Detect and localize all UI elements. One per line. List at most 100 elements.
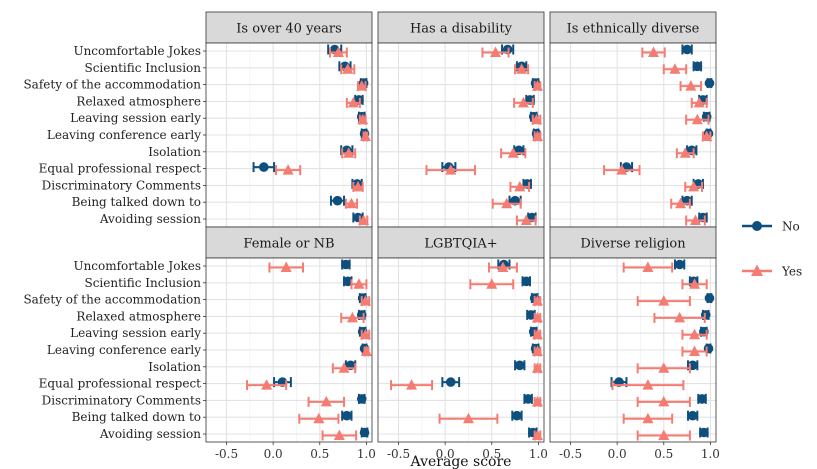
data-point-yes [531,362,543,373]
data-point-no [692,61,703,72]
data-point-yes [642,379,654,390]
data-point-yes [688,180,700,192]
data-point-yes [674,311,686,323]
data-point-no [332,195,343,206]
category-label: Leaving conference early [47,343,201,357]
data-point-yes [342,63,354,74]
category-label: Safety of the accommodation [23,293,201,307]
data-point-yes [514,180,526,192]
category-label: Being talked down to [72,410,201,424]
data-point-yes [642,412,654,424]
data-point-yes [333,429,345,440]
data-point-no [356,394,367,404]
data-point-yes [338,362,350,373]
panel: Has a disability [377,11,545,228]
data-point-yes [280,261,292,272]
data-point-yes [490,46,502,57]
data-point-no [445,377,456,387]
category-label: Leaving conference early [47,128,201,142]
data-point-yes [345,197,357,209]
data-point-no [359,427,370,438]
panel-title: Has a disability [410,22,513,37]
data-point-no [697,394,707,404]
x-tick-label: 0.5 [482,447,501,461]
panel-title: LGBTQIA+ [424,237,497,252]
data-point-yes [658,429,670,440]
legend-key-circle [752,221,762,231]
panel-title: Is over 40 years [236,22,342,37]
data-point-yes [313,412,325,424]
data-point-yes [507,147,519,158]
data-point-yes [282,164,294,175]
panel-strip [377,11,545,44]
data-point-yes [531,295,543,306]
panel-title: Female or NB [243,237,334,252]
panel-grid: Is over 40 years Has a disability Is ethni… [205,11,720,461]
data-point-yes [356,80,368,91]
panel-border [549,257,717,443]
data-point-no [342,276,353,287]
data-point-yes [531,429,543,440]
x-tick-label: 1.0 [701,447,720,461]
category-label: Uncomfortable Jokes [73,259,201,273]
data-point-yes [353,278,365,289]
data-point-yes [406,379,418,390]
category-label: Discriminatory Comments [42,178,201,192]
data-point-no [674,259,685,270]
data-point-yes [486,278,498,289]
data-point-yes [357,113,369,125]
x-tick-label: 1.0 [529,447,548,461]
panel-strip [377,226,545,259]
panel: Is ethnically diverse [549,11,717,228]
data-point-yes [531,311,543,323]
category-label: Discriminatory Comments [42,393,201,407]
data-point-yes [462,412,474,424]
panel-strip [205,11,373,44]
legend-label: No [782,220,800,234]
data-point-no [521,276,532,287]
data-point-yes [501,197,513,209]
data-point-yes [679,147,691,158]
data-point-yes [642,261,654,272]
legend-item: No [742,220,800,234]
panel-strip [549,11,717,44]
data-point-yes [360,345,372,356]
data-point-no [687,410,698,421]
x-tick-label: -0.5 [559,447,582,461]
data-point-yes [347,96,359,108]
data-point-no [704,78,715,88]
category-label: Uncomfortable Jokes [73,44,201,58]
category-label: Being talked down to [72,195,201,209]
data-point-yes [320,395,332,407]
panel-title: Is ethnically diverse [567,22,700,37]
data-point-no [259,162,269,172]
data-point-yes [261,379,273,390]
category-labels: Uncomfortable Jokes Scientific Inclusion S… [23,44,206,441]
x-axis-title: Average score [410,454,512,469]
data-point-no [512,410,522,421]
data-point-yes [691,113,703,125]
x-tick-label: 0.0 [436,447,455,461]
data-point-yes [531,80,543,91]
data-point-no [704,293,715,303]
legend-item: Yes [742,264,802,279]
category-label: Scientific Inclusion [84,61,201,75]
data-point-yes [675,197,687,209]
panel: Is over 40 years [205,11,373,228]
data-point-yes [531,113,543,125]
category-label: Equal professional respect [39,377,202,391]
category-label: Leaving session early [70,111,201,125]
panel: Female or NB -0.5 0.0 0.5 1.0 [205,226,376,461]
data-point-yes [701,130,713,141]
category-label: Avoiding session [99,427,201,441]
data-point-yes [346,311,358,323]
data-point-yes [658,295,670,306]
x-tick-label: 0.0 [264,447,283,461]
data-point-yes [669,63,681,74]
data-point-yes [685,80,697,91]
data-point-yes [359,295,371,306]
data-point-yes [531,345,543,356]
data-point-yes [352,180,364,192]
x-tick-label: 0.0 [608,447,627,461]
